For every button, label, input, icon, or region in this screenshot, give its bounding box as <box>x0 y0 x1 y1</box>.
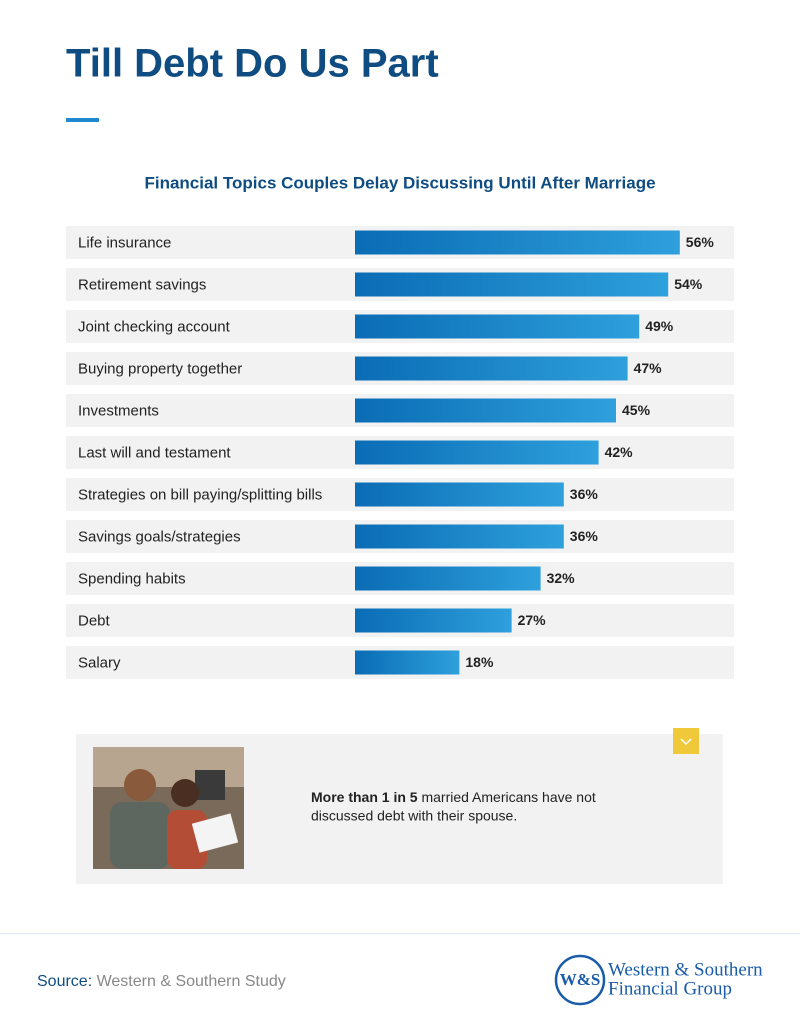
chevron-icon <box>680 738 692 746</box>
category-label: Salary <box>78 654 121 671</box>
value-label: 56% <box>686 234 715 250</box>
bar <box>355 230 680 255</box>
source: Source: Western & Southern Study <box>37 973 286 990</box>
expand-button[interactable] <box>673 728 699 754</box>
value-label: 42% <box>605 444 634 460</box>
category-label: Retirement savings <box>78 276 206 293</box>
bar <box>355 314 640 339</box>
category-label: Strategies on bill paying/splitting bill… <box>78 486 322 503</box>
value-label: 36% <box>570 528 599 544</box>
category-label: Debt <box>78 612 111 629</box>
footer-divider <box>0 933 800 934</box>
category-label: Joint checking account <box>78 318 231 335</box>
logo-mark: W&S <box>560 970 601 989</box>
logo-line: Western & Southern <box>608 959 763 980</box>
category-label: Life insurance <box>78 234 171 251</box>
bar <box>355 524 564 549</box>
category-label: Savings goals/strategies <box>78 528 241 545</box>
bar <box>355 398 616 423</box>
bar <box>355 272 669 297</box>
category-label: Buying property together <box>78 360 242 377</box>
category-label: Investments <box>78 402 159 419</box>
logo-line: Financial Group <box>608 978 732 999</box>
photo <box>93 747 244 869</box>
value-label: 32% <box>547 570 576 586</box>
bar <box>355 440 599 465</box>
logo: W&S Western & Southern Financial Group <box>554 954 763 1006</box>
bar-chart: Life insurance 56% Retirement savings 54% Jo… <box>66 226 734 679</box>
bar <box>355 356 628 381</box>
bar <box>355 566 541 591</box>
page-title: Till Debt Do Us Part <box>66 42 439 86</box>
value-label: 45% <box>622 402 651 418</box>
callout-line: discussed debt with their spouse. <box>311 808 517 824</box>
category-label: Last will and testament <box>78 444 231 461</box>
value-label: 36% <box>570 486 599 502</box>
value-label: 27% <box>518 612 547 628</box>
title-accent <box>66 118 99 122</box>
bar <box>355 650 460 675</box>
value-label: 47% <box>634 360 663 376</box>
bar <box>355 608 512 633</box>
source-text: Western & Southern Study <box>97 973 286 990</box>
callout-text: More than 1 in 5 married Americans have … <box>311 789 596 805</box>
value-label: 54% <box>674 276 703 292</box>
source-label: Source: <box>37 973 92 990</box>
value-label: 49% <box>645 318 674 334</box>
callout-emphasis: More than 1 in 5 <box>311 789 418 805</box>
bar <box>355 482 564 507</box>
category-label: Spending habits <box>78 570 186 587</box>
callout-line: married Americans have not <box>421 789 595 805</box>
chart-title: Financial Topics Couples Delay Discussin… <box>144 173 655 192</box>
value-label: 18% <box>465 654 494 670</box>
